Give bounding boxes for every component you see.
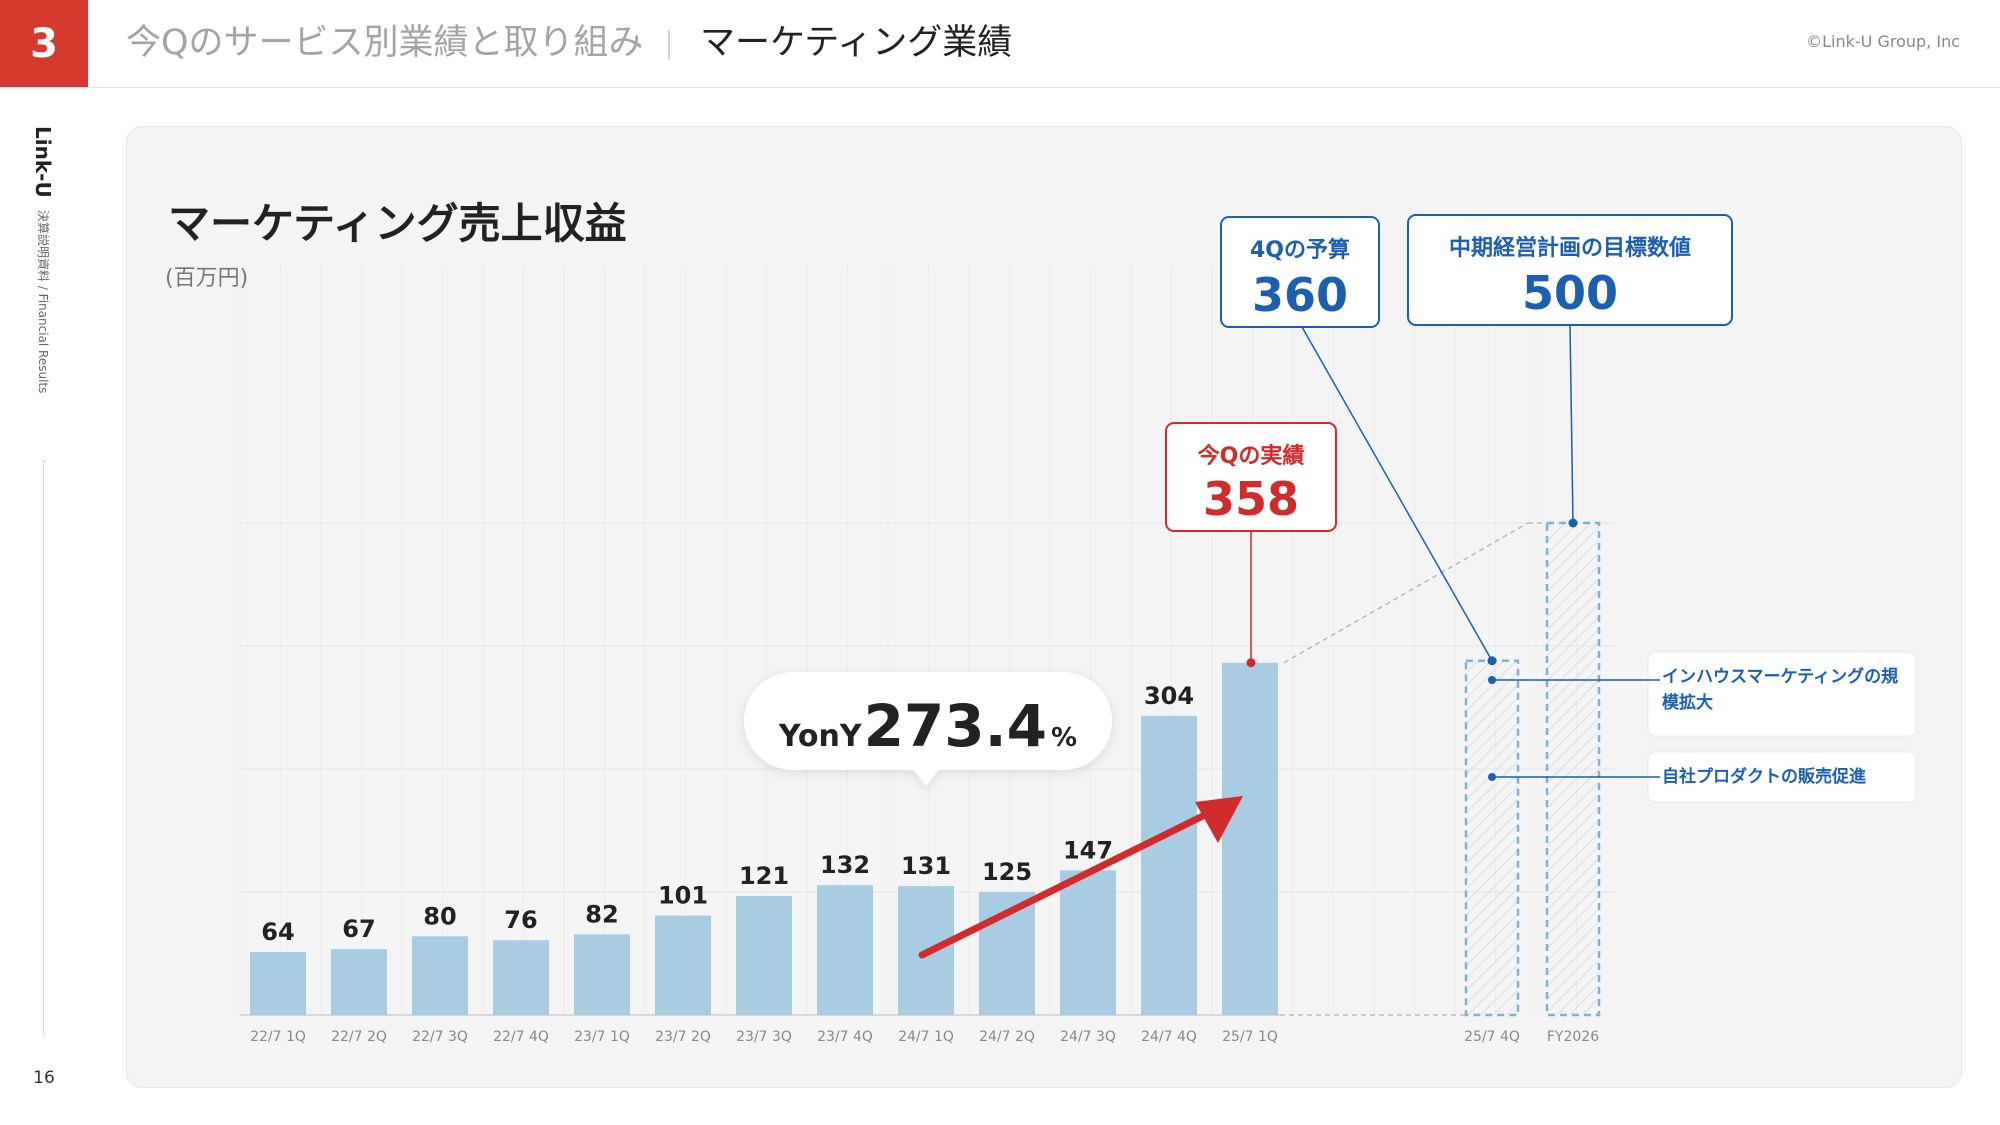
x-tick-label: 23/7 4Q [817, 1029, 873, 1045]
x-tick-label: 22/7 2Q [331, 1029, 387, 1045]
initiative-note: 自社プロダクトの販売促進 [1647, 751, 1917, 803]
brand-text: Link-U [31, 126, 55, 198]
budget-callout-label: 4Qの予算 [1250, 237, 1350, 263]
initiative-marker [1488, 676, 1496, 684]
yoy-bubble [744, 672, 1112, 786]
initiative-marker [1488, 773, 1496, 781]
page-title: マーケティング業績 [700, 23, 1013, 63]
x-tick-label: 22/7 4Q [493, 1029, 549, 1045]
bar [331, 949, 387, 1015]
bar [250, 952, 306, 1015]
x-tick-label: 24/7 2Q [979, 1029, 1035, 1045]
growth-arrow-shaft [918, 807, 1217, 959]
breadcrumb: 今Qのサービス別業績と取り組み [126, 23, 644, 63]
page-number: 16 [33, 1068, 55, 1088]
header-divider-line [0, 87, 2000, 88]
sidebar-dotted-line [43, 460, 44, 1035]
actual-callout-label: 今Qの実績 [1198, 443, 1305, 469]
trend-connector-line [1283, 522, 1529, 664]
target-callout: 中期経営計画の目標数値 500 [1407, 214, 1733, 326]
bar [493, 940, 549, 1015]
bar-value-label: 67 [342, 915, 375, 943]
bar-value-label: 76 [504, 906, 537, 934]
yoy-prefix: YonY [778, 719, 863, 754]
bar [1141, 715, 1197, 1015]
target-callout-leader [1569, 324, 1574, 524]
header-divider [668, 30, 670, 60]
initiative-note-text: インハウスマーケティングの規 [1662, 666, 1898, 687]
actual-callout-value: 358 [1203, 472, 1299, 526]
x-tick-label: 25/7 1Q [1222, 1029, 1278, 1045]
chart-title: マーケティング売上収益 [168, 199, 627, 248]
bar [655, 915, 711, 1015]
x-tick-label: 23/7 1Q [574, 1029, 630, 1045]
copyright-text: ©Link-U Group, Inc [1806, 32, 1960, 51]
doc-label-vertical: 決算説明資料 / Financial Results [36, 210, 51, 393]
budget-callout-marker [1487, 656, 1497, 666]
growth-arrow-head [1195, 796, 1243, 843]
bar [574, 934, 630, 1015]
initiative-note-text: 自社プロダクトの販売促進 [1662, 766, 1866, 787]
bar-value-label: 147 [1063, 836, 1113, 864]
x-tick-label: 23/7 3Q [736, 1029, 792, 1045]
budget-callout: 4Qの予算 360 [1220, 216, 1380, 328]
target-callout-marker [1568, 518, 1578, 528]
section-number-badge: 3 [0, 0, 88, 88]
brand-logo-vertical: Link-U [31, 126, 55, 198]
bar-value-label: 132 [820, 851, 870, 879]
target-callout-value: 500 [1522, 266, 1618, 320]
bar-value-label: 101 [658, 882, 708, 910]
yoy-bubble-tail [912, 768, 940, 786]
x-tick-label: 23/7 2Q [655, 1029, 711, 1045]
bar-value-label: 80 [423, 902, 456, 930]
x-tick-label: 24/7 4Q [1141, 1029, 1197, 1045]
yoy-value: 273.4 [864, 692, 1047, 760]
bar-value-label: 121 [739, 862, 789, 890]
bar [412, 936, 468, 1015]
x-tick-label: 22/7 3Q [412, 1029, 468, 1045]
bar [817, 885, 873, 1015]
actual-callout-marker [1246, 658, 1256, 668]
bar-value-label: 82 [585, 900, 618, 928]
projection-bar [1464, 659, 1520, 1017]
bar [1222, 662, 1278, 1015]
projection-bar [1545, 521, 1601, 1017]
x-tick-label: 24/7 3Q [1060, 1029, 1116, 1045]
bar [736, 895, 792, 1015]
x-tick-label: 25/7 4Q [1464, 1029, 1520, 1045]
bar-value-label: 64 [261, 918, 294, 946]
budget-callout-value: 360 [1252, 268, 1348, 322]
bar-value-label: 125 [982, 858, 1032, 886]
yoy-unit: % [1051, 723, 1077, 753]
x-tick-label: 24/7 1Q [898, 1029, 954, 1045]
target-callout-label: 中期経営計画の目標数値 [1449, 235, 1691, 261]
initiative-note-text: 模拡大 [1662, 692, 1713, 713]
budget-callout-box [1220, 216, 1380, 328]
budget-callout-leader [1301, 326, 1493, 662]
chart-unit-label: (百万円) [165, 266, 249, 291]
x-tick-label: 22/7 1Q [250, 1029, 306, 1045]
x-tick-label: FY2026 [1547, 1029, 1599, 1045]
bar-value-label: 131 [901, 852, 951, 880]
yoy-text: YonY273.4% [778, 692, 1077, 760]
doc-label-text: 決算説明資料 / Financial Results [36, 210, 51, 393]
bar-value-label: 304 [1144, 682, 1194, 710]
actual-callout: 今Qの実績 358 [1165, 422, 1337, 532]
yoy-bubble-body [744, 672, 1112, 770]
initiative-note-box [1647, 651, 1917, 737]
bar [1060, 870, 1116, 1015]
